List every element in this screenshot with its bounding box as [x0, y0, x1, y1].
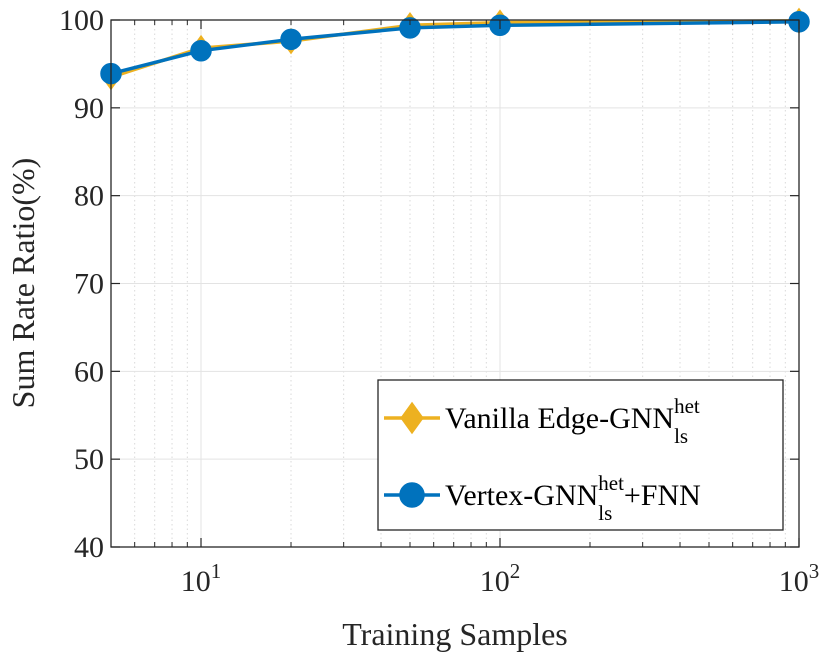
x-tick-label: 103	[779, 559, 820, 598]
y-tick-label: 70	[74, 268, 104, 301]
y-tick-label: 60	[74, 355, 104, 388]
legend-box	[377, 379, 784, 531]
data-point-circle	[399, 17, 421, 39]
legend-label: Vertex-GNNhet ls+FNN	[445, 471, 701, 525]
tick-marks	[111, 19, 800, 548]
data-point-circle	[280, 28, 302, 51]
y-tick-label: 100	[59, 4, 104, 37]
tick-labels: 101 102 103 40 50 60 70 80 90 100	[59, 4, 819, 598]
y-tick-label: 50	[74, 443, 104, 476]
legend-marker-diamond	[400, 401, 424, 435]
y-tick-label: 90	[74, 92, 104, 125]
legend: Vanilla Edge-GNNhet ls Vertex-GNNhet ls+FNN	[377, 379, 784, 531]
legend-marker-circle	[399, 482, 425, 508]
x-tick-label: 102	[480, 559, 520, 598]
x-tick-label: 101	[181, 559, 222, 598]
data-point-circle	[190, 39, 212, 62]
legend-label: Vanilla Edge-GNNhet ls	[445, 394, 700, 448]
y-tick-label: 40	[74, 531, 104, 564]
y-axis-title: Sum Rate Ratio(%)	[5, 158, 41, 409]
series-line-circle	[110, 20, 800, 76]
y-tick-label: 80	[74, 180, 104, 213]
x-axis-title: Training Samples	[342, 616, 568, 652]
